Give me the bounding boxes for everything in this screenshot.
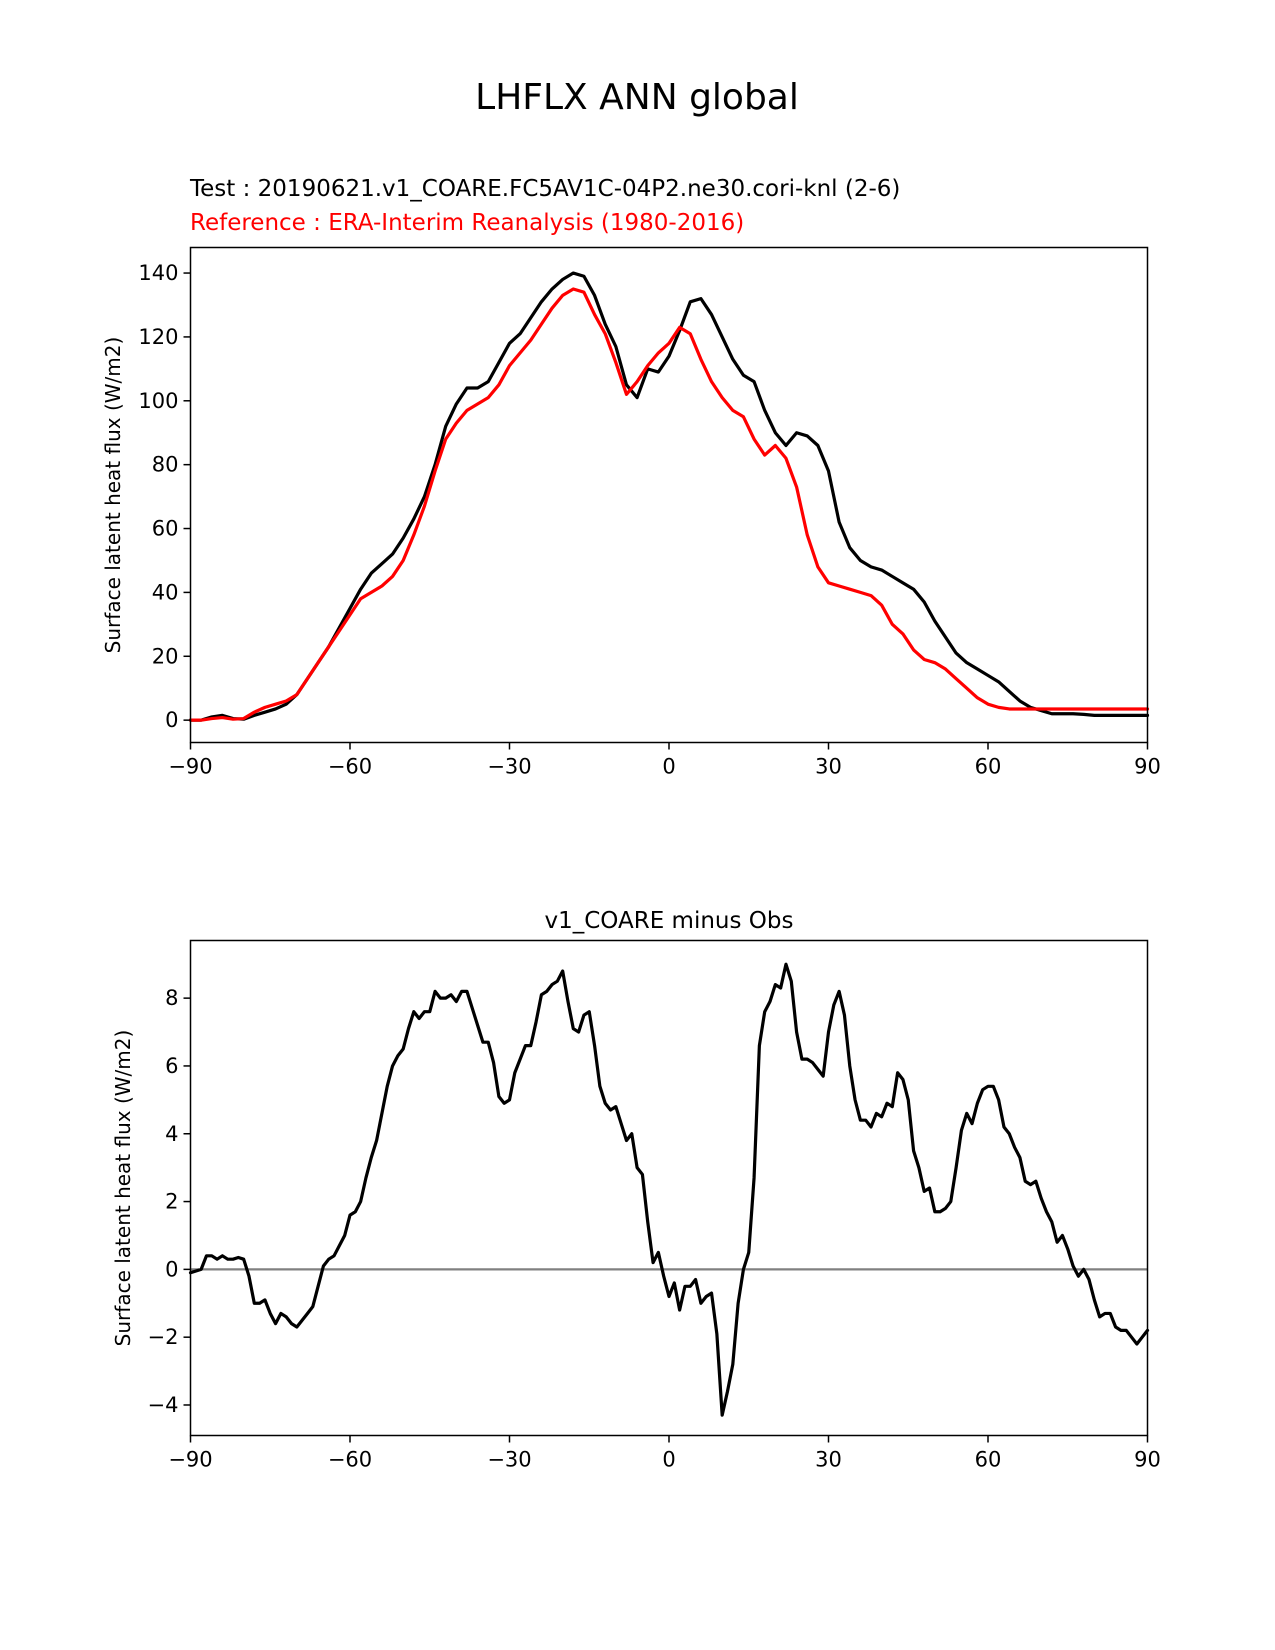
top-y-tick-label: 120 <box>138 325 178 349</box>
top-x-tick-label: −90 <box>168 755 212 779</box>
top-x-tick-label: 30 <box>815 755 842 779</box>
bottom-y-tick-label: 4 <box>165 1122 178 1146</box>
top-series-line-1 <box>188 287 1150 722</box>
top-y-tick-label: 140 <box>138 261 178 285</box>
top-y-tick-label: 0 <box>165 708 178 732</box>
top-x-tick-label: −60 <box>328 755 372 779</box>
bottom-y-tick-label: −4 <box>148 1393 179 1417</box>
top-x-tick-label: 90 <box>1134 755 1161 779</box>
difference-plot-title: v1_COARE minus Obs <box>545 908 794 934</box>
bottom-series-line-0 <box>188 962 1150 1417</box>
bottom-x-tick-label: −90 <box>168 1448 212 1472</box>
bottom-panel: v1_COARE minus Obs Surface latent heat f… <box>111 908 1161 1472</box>
bottom-plot-frame <box>189 939 1149 1437</box>
top-y-tick-label: 80 <box>152 453 179 477</box>
top-x-tick-label: 60 <box>975 755 1002 779</box>
top-y-tick-label: 40 <box>152 580 179 604</box>
top-plot-frame <box>189 246 1149 744</box>
bottom-x-tick-label: 30 <box>815 1448 842 1472</box>
top-x-tick-label: −30 <box>487 755 531 779</box>
figure-title: LHFLX ANN global <box>475 77 799 118</box>
bottom-y-tick-label: 0 <box>165 1257 178 1281</box>
bottom-x-tick-label: 90 <box>1134 1448 1161 1472</box>
top-series-line-0 <box>188 271 1150 722</box>
top-x-tick-label: 0 <box>662 755 675 779</box>
top-y-axis-label: Surface latent heat flux (W/m2) <box>101 337 125 654</box>
top-y-tick-label: 100 <box>138 389 178 413</box>
bottom-y-tick-label: 6 <box>165 1054 178 1078</box>
bottom-x-tick-label: −30 <box>487 1448 531 1472</box>
top-y-tick-label: 20 <box>152 644 179 668</box>
top-panel: Test : 20190621.v1_COARE.FC5AV1C-04P2.ne… <box>101 176 1161 779</box>
top-y-tick-label: 60 <box>152 517 179 541</box>
bottom-y-tick-label: −2 <box>148 1325 179 1349</box>
bottom-y-tick-label: 8 <box>165 986 178 1010</box>
bottom-y-axis-label: Surface latent heat flux (W/m2) <box>111 1030 135 1347</box>
bottom-x-tick-label: −60 <box>328 1448 372 1472</box>
bottom-y-tick-label: 2 <box>165 1190 178 1214</box>
test-label: Test : 20190621.v1_COARE.FC5AV1C-04P2.ne… <box>189 176 900 202</box>
bottom-x-tick-label: 60 <box>975 1448 1002 1472</box>
reference-label: Reference : ERA-Interim Reanalysis (1980… <box>190 210 744 236</box>
bottom-x-tick-label: 0 <box>662 1448 675 1472</box>
